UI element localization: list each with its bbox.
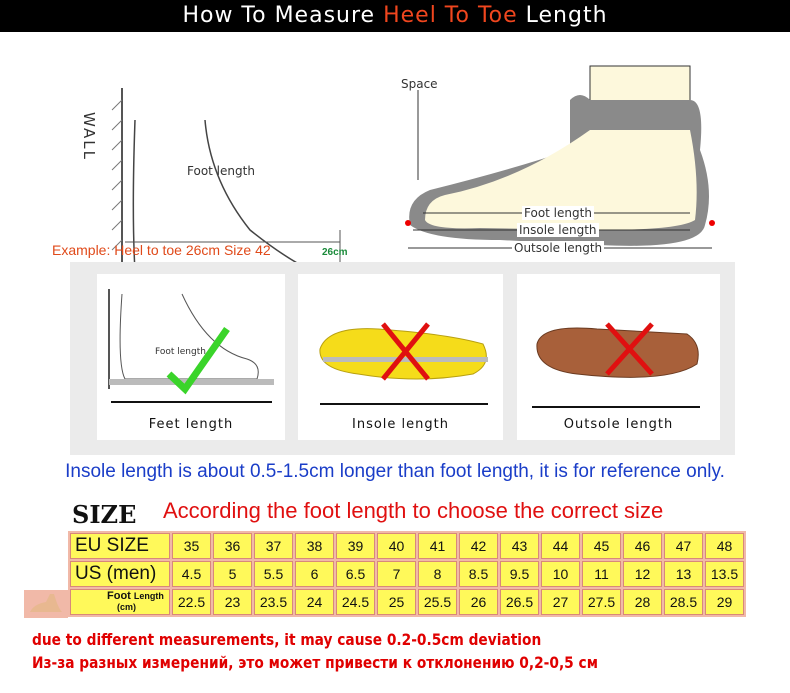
size-heading: SIZE bbox=[72, 500, 137, 529]
title-highlight: Heel To Toe bbox=[383, 3, 518, 28]
table-cell: 5 bbox=[213, 561, 252, 587]
table-cell: 13 bbox=[664, 561, 703, 587]
title-text-end: Length bbox=[517, 3, 608, 28]
size-table: EU SIZE 35 36 37 38 39 40 41 42 43 44 45 46 47 48 US (m… bbox=[68, 531, 746, 617]
cross-icon bbox=[605, 322, 654, 376]
reference-note: Insole length is about 0.5-1.5cm longer … bbox=[65, 461, 725, 482]
table-cell: 39 bbox=[336, 533, 375, 559]
cross-icon bbox=[381, 322, 430, 381]
table-cell: 25.5 bbox=[418, 589, 457, 615]
table-row: Foot Length (cm) 22.5 23 23.5 24 24.5 25 25.5 26 2… bbox=[70, 589, 744, 615]
table-cell: 23 bbox=[213, 589, 252, 615]
table-cell: 28.5 bbox=[664, 589, 703, 615]
check-icon bbox=[166, 326, 230, 395]
table-cell: 37 bbox=[254, 533, 293, 559]
card-caption: Feet length bbox=[148, 417, 234, 432]
outsole-illustration bbox=[532, 322, 700, 408]
foot-icon bbox=[24, 590, 68, 618]
row-label: Foot Length (cm) bbox=[70, 589, 170, 615]
table-cell: 13.5 bbox=[705, 561, 744, 587]
comparison-panel: Foot length Feet length Insole length Ou… bbox=[70, 262, 735, 455]
table-cell: 12 bbox=[623, 561, 662, 587]
table-cell: 44 bbox=[541, 533, 580, 559]
table-cell: 26 bbox=[459, 589, 498, 615]
card-insole-length: Insole length bbox=[298, 274, 503, 440]
table-cell: 47 bbox=[664, 533, 703, 559]
insole-length-label: Insole length bbox=[517, 223, 599, 237]
outsole-length-label: Outsole length bbox=[512, 241, 605, 255]
table-cell: 8.5 bbox=[459, 561, 498, 587]
table-cell: 10 bbox=[541, 561, 580, 587]
row-label: US (men) bbox=[70, 561, 170, 587]
card-outsole-length: Outsole length bbox=[517, 274, 720, 440]
table-cell: 35 bbox=[172, 533, 211, 559]
foot-length-label: Foot length bbox=[187, 164, 255, 178]
card-foot-length-label: Foot length bbox=[155, 347, 206, 357]
table-cell: 28 bbox=[623, 589, 662, 615]
table-cell: 24 bbox=[295, 589, 334, 615]
insole-illustration bbox=[319, 322, 488, 405]
table-cell: 38 bbox=[295, 533, 334, 559]
table-cell: 45 bbox=[582, 533, 621, 559]
table-cell: 43 bbox=[500, 533, 539, 559]
table-cell: 11 bbox=[582, 561, 621, 587]
table-cell: 40 bbox=[377, 533, 416, 559]
table-cell: 46 bbox=[623, 533, 662, 559]
table-cell: 22.5 bbox=[172, 589, 211, 615]
title-bar: How To Measure Heel To Toe Length bbox=[0, 0, 790, 32]
foot-measure-illustration bbox=[108, 289, 274, 403]
table-cell: 23.5 bbox=[254, 589, 293, 615]
table-cell: 25 bbox=[377, 589, 416, 615]
table-cell: 6 bbox=[295, 561, 334, 587]
table-cell: 8 bbox=[418, 561, 457, 587]
size-hint: According the foot length to choose the … bbox=[163, 498, 664, 523]
wall-label: WALL bbox=[80, 112, 98, 161]
table-cell: 26.5 bbox=[500, 589, 539, 615]
table-row: EU SIZE 35 36 37 38 39 40 41 42 43 44 45 46 47 48 bbox=[70, 533, 744, 559]
shoe-cross-section-illustration bbox=[405, 65, 715, 249]
row-label-c: (cm) bbox=[117, 602, 137, 612]
space-label: Space bbox=[401, 77, 438, 91]
table-cell: 29 bbox=[705, 589, 744, 615]
table-cell: 7 bbox=[377, 561, 416, 587]
table-cell: 5.5 bbox=[254, 561, 293, 587]
deviation-note-en: due to different measurements, it may ca… bbox=[32, 630, 542, 649]
example-text: Example: Heel to toe 26cm Size 42 bbox=[52, 242, 271, 258]
table-cell: 36 bbox=[213, 533, 252, 559]
table-cell: 27 bbox=[541, 589, 580, 615]
row-label-b: Length bbox=[133, 591, 164, 601]
table-cell: 24.5 bbox=[336, 589, 375, 615]
table-cell: 41 bbox=[418, 533, 457, 559]
table-row: US (men) 4.5 5 5.5 6 6.5 7 8 8.5 9.5 10 11 12 13 13.5 bbox=[70, 561, 744, 587]
shoe-foot-length-label: Foot length bbox=[522, 206, 594, 220]
deviation-note-ru: Из-за разных измерений, это может привес… bbox=[32, 653, 598, 672]
table-cell: 9.5 bbox=[500, 561, 539, 587]
table-cell: 27.5 bbox=[582, 589, 621, 615]
card-feet-length: Foot length Feet length bbox=[97, 274, 285, 440]
card-caption: Outsole length bbox=[563, 417, 674, 432]
card-caption: Insole length bbox=[352, 417, 449, 432]
table-cell: 48 bbox=[705, 533, 744, 559]
table-cell: 4.5 bbox=[172, 561, 211, 587]
row-label: EU SIZE bbox=[70, 533, 170, 559]
row-label-a: Foot bbox=[107, 590, 131, 602]
foot-wall-illustration bbox=[111, 88, 341, 270]
title-text: How To Measure bbox=[182, 3, 384, 28]
table-cell: 6.5 bbox=[336, 561, 375, 587]
measure-mark: 26cm bbox=[322, 247, 348, 258]
table-cell: 42 bbox=[459, 533, 498, 559]
